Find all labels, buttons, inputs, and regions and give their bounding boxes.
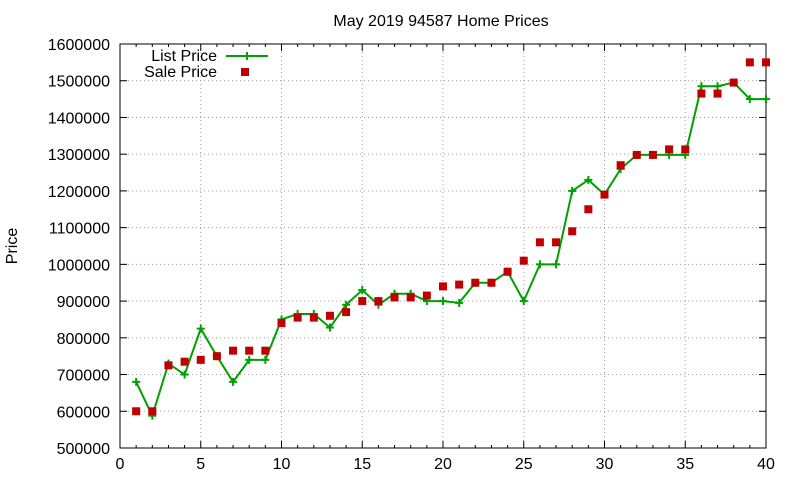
list-price-point — [552, 260, 561, 269]
list-price-point — [713, 82, 722, 91]
y-tick-label: 1300000 — [48, 147, 110, 164]
sale-price-point — [390, 293, 399, 302]
sale-price-point — [180, 357, 189, 366]
sale-price-point — [277, 319, 286, 328]
legend-label-sale-price: Sale Price — [144, 64, 217, 81]
sale-price-point — [552, 238, 561, 247]
sale-price-point — [762, 58, 770, 67]
sale-price-point — [358, 297, 367, 306]
y-tick-label: 800000 — [57, 331, 110, 348]
legend-label-list-price: List Price — [151, 48, 217, 65]
sale-price-point — [309, 313, 318, 322]
sale-price-point — [406, 293, 415, 302]
list-price-point — [358, 286, 367, 295]
list-price-point — [196, 324, 205, 333]
sale-price-point — [648, 150, 657, 159]
sale-price-point — [584, 205, 593, 214]
sale-price-point — [164, 361, 173, 370]
sale-price-point — [616, 161, 625, 170]
list-price-point — [245, 355, 254, 364]
sale-price-point — [148, 407, 157, 416]
sale-price-point — [471, 278, 480, 287]
y-tick-label: 1500000 — [48, 74, 110, 91]
chart-title: May 2019 94587 Home Prices — [333, 13, 548, 30]
y-tick-label: 500000 — [57, 441, 110, 458]
sale-price-point — [600, 190, 609, 199]
grid-lines — [120, 44, 766, 448]
x-tick-label: 20 — [434, 456, 452, 473]
x-tick-label: 15 — [353, 456, 371, 473]
series-sale-price — [132, 58, 770, 416]
sale-price-point — [196, 355, 205, 364]
sale-price-point — [665, 145, 674, 154]
sale-price-point — [535, 238, 544, 247]
y-tick-label: 1600000 — [48, 37, 110, 54]
series-list-price — [132, 78, 770, 420]
sale-price-point — [729, 78, 738, 87]
tick-marks — [119, 43, 767, 449]
y-tick-label: 600000 — [57, 404, 110, 421]
sale-price-point — [455, 280, 464, 289]
y-tick-label: 1100000 — [49, 221, 110, 238]
sale-price-point — [745, 58, 754, 67]
sale-price-point — [261, 346, 270, 355]
sale-price-point — [632, 150, 641, 159]
list-price-line — [135, 81, 766, 417]
list-price-point — [535, 260, 544, 269]
list-price-point — [439, 297, 447, 306]
sale-price-point — [229, 346, 238, 355]
list-price-point — [342, 300, 351, 309]
series — [132, 58, 770, 420]
sale-price-point — [713, 89, 722, 98]
x-tick-label: 0 — [116, 456, 125, 473]
x-tick-label: 25 — [515, 456, 533, 473]
sale-price-point — [439, 282, 447, 291]
list-price-point — [584, 175, 593, 184]
y-tick-label: 1000000 — [48, 257, 110, 274]
legend: List Price Sale Price — [144, 48, 268, 81]
sale-price-point — [374, 297, 383, 306]
sale-price-point — [293, 313, 302, 322]
sale-price-point — [342, 308, 351, 317]
sale-price-point — [487, 278, 496, 287]
sale-price-point — [503, 267, 512, 276]
list-price-point — [519, 297, 528, 306]
list-price-point — [261, 355, 270, 364]
y-tick-label: 900000 — [57, 294, 110, 311]
x-tick-label: 40 — [757, 456, 775, 473]
list-price-point — [455, 298, 464, 307]
tick-labels: 0 5 10 15 20 25 30 35 40 500000 600000 700000 800000… — [48, 37, 775, 473]
y-tick-label: 700000 — [57, 368, 110, 385]
y-axis-label: Price — [4, 228, 21, 265]
list-price-point — [325, 323, 334, 332]
sale-price-point — [325, 311, 334, 320]
list-price-point — [229, 377, 238, 386]
sale-price-point — [422, 291, 431, 300]
list-price-point — [697, 82, 706, 91]
x-tick-label: 30 — [596, 456, 614, 473]
list-price-point — [132, 377, 141, 386]
sale-price-point — [568, 227, 577, 236]
x-tick-label: 10 — [273, 456, 291, 473]
sale-price-point — [681, 145, 690, 154]
list-price-point — [745, 95, 754, 104]
list-price-point — [180, 370, 189, 379]
x-tick-label: 5 — [196, 456, 205, 473]
list-price-point — [762, 95, 770, 104]
list-price-point — [568, 186, 577, 195]
y-tick-label: 1200000 — [48, 184, 110, 201]
legend-marker-sale-price — [241, 68, 249, 76]
legend-marker-list-price — [243, 52, 251, 60]
x-tick-label: 35 — [676, 456, 694, 473]
sale-price-point — [697, 89, 706, 98]
y-tick-label: 1400000 — [48, 110, 110, 127]
sale-price-point — [519, 256, 528, 265]
sale-price-point — [245, 346, 254, 355]
sale-price-point — [132, 407, 141, 416]
sale-price-point — [212, 352, 221, 361]
